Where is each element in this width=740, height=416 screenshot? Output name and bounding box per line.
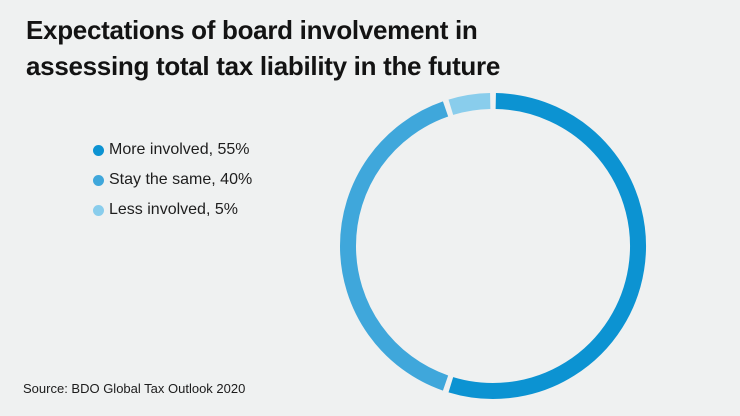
chart-legend: More involved, 55% Stay the same, 40% Le…	[93, 135, 252, 225]
legend-item-more-involved: More involved, 55%	[93, 135, 252, 165]
legend-bullet-icon	[93, 174, 104, 186]
donut-segment-less-involved	[448, 93, 491, 115]
legend-bullet-icon	[93, 144, 104, 156]
legend-label: More involved, 55%	[109, 141, 250, 158]
legend-label: Stay the same, 40%	[109, 171, 253, 188]
legend-label: Less involved, 5%	[109, 201, 238, 218]
page-title-line-1: Expectations of board involvement in	[26, 15, 478, 45]
source-note: Source: BDO Global Tax Outlook 2020	[23, 381, 246, 396]
legend-item-less-involved: Less involved, 5%	[93, 195, 252, 225]
donut-segment-stay-the-same	[339, 101, 449, 391]
donut-segment-more-involved	[448, 93, 646, 399]
page-title: Expectations of board involvement in ass…	[26, 12, 500, 84]
legend-bullet-icon	[93, 204, 104, 216]
page-title-line-2: assessing total tax liability in the fut…	[26, 51, 500, 81]
legend-item-stay-the-same: Stay the same, 40%	[93, 165, 252, 195]
